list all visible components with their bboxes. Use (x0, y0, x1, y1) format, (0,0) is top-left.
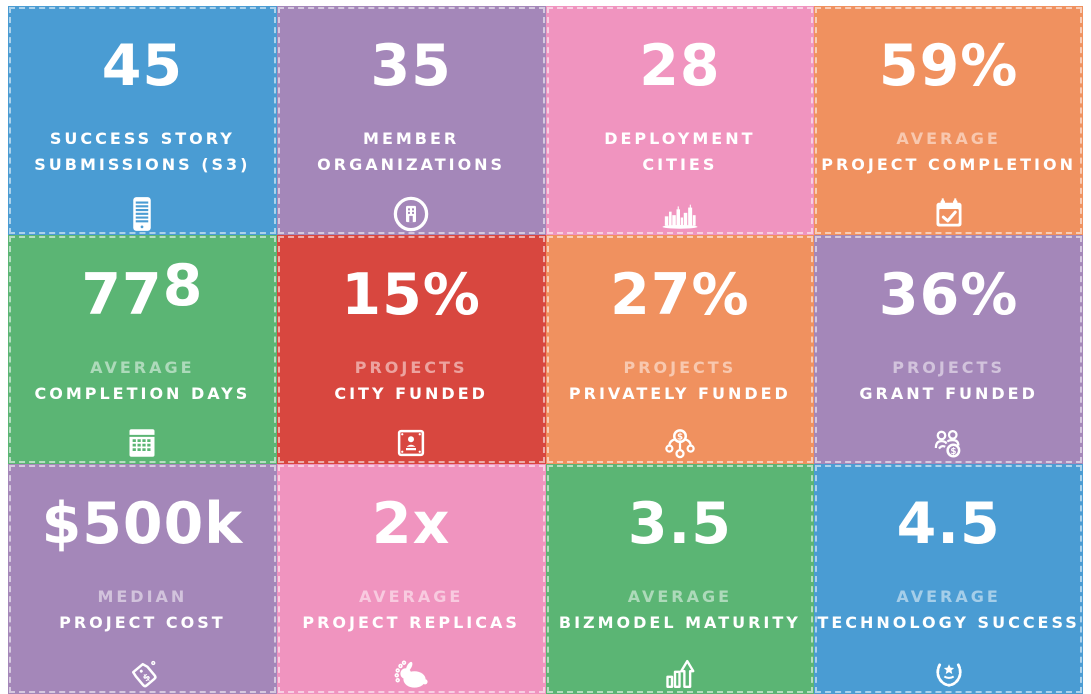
tablet-icon (120, 193, 164, 235)
stat-label: DEPLOYMENT CITIES (604, 126, 755, 177)
stat-label-line1: DEPLOYMENT (604, 129, 756, 148)
stat-label-line1: PROJECTS (354, 358, 468, 378)
stat-label: AVERAGE PROJECT COMPLETION (821, 126, 1076, 177)
svg-text:$: $ (950, 447, 956, 457)
calendar-check-icon (927, 193, 971, 235)
bar-chart-up-icon (658, 652, 702, 694)
stat-tile-average-project-replicas: 2x AVERAGE PROJECT REPLICAS (276, 464, 546, 694)
stat-label: PROJECTS PRIVATELY FUNDED (569, 355, 791, 406)
stat-label-line2: PROJECT COMPLETION (821, 154, 1076, 174)
stat-tile-deployment-cities: 28 DEPLOYMENT CITIES (545, 6, 815, 236)
people-coin-icon: $ (927, 422, 971, 464)
stat-tile-average-technology-success: 4.5 AVERAGE TECHNOLOGY SUCCESS (814, 464, 1083, 694)
stat-label-line2: CITIES (642, 154, 718, 174)
stat-label-line2: PRIVATELY FUNDED (568, 383, 791, 403)
stat-value: 77 8 (81, 252, 204, 328)
stat-value: 2x (371, 490, 451, 557)
stat-tile-success-story-submissions: 45 SUCCESS STORY SUBMISSIONS (S3) (8, 6, 277, 236)
stat-label-line2: BIZMODEL MATURITY (558, 612, 801, 632)
money-network-icon: $ (658, 422, 702, 464)
stat-value: 28 (639, 32, 721, 99)
stat-label-line2: GRANT FUNDED (859, 383, 1038, 403)
stat-label-line1: MEMBER (363, 129, 460, 148)
stat-label-line2: COMPLETION DAYS (34, 383, 251, 403)
stat-label-line2: PROJECT REPLICAS (302, 612, 520, 632)
stat-label: AVERAGE PROJECT REPLICAS (302, 584, 520, 635)
stat-label-line1: PROJECTS (892, 358, 1005, 378)
laurel-star-icon (927, 652, 971, 694)
stat-value: 36% (878, 261, 1019, 328)
stat-value: $500k (41, 490, 244, 557)
stat-value: 27% (610, 261, 750, 328)
stat-value: 15% (341, 261, 481, 328)
stat-tile-average-project-completion: 59% AVERAGE PROJECT COMPLETION (814, 6, 1083, 236)
stat-tile-projects-grant-funded: 36% PROJECTS GRANT FUNDED $ (814, 235, 1083, 465)
stat-value: 45 (101, 32, 184, 99)
stat-label-line1: AVERAGE (358, 587, 464, 607)
stat-tile-average-bizmodel-maturity: 3.5 AVERAGE BIZMODEL MATURITY (545, 464, 815, 694)
stat-value: 35 (370, 32, 452, 99)
stat-label-line1: SUCCESS STORY (49, 129, 235, 148)
stat-label-line2: PROJECT COST (59, 612, 226, 632)
stat-label-line1: AVERAGE (896, 587, 1001, 607)
stat-label-line2: ORGANIZATIONS (317, 154, 506, 174)
stat-label: SUCCESS STORY SUBMISSIONS (S3) (34, 126, 250, 177)
stat-label: MEMBER ORGANIZATIONS (317, 126, 505, 177)
stat-label: PROJECTS CITY FUNDED (334, 355, 488, 406)
stat-tile-projects-city-funded: 15% PROJECTS CITY FUNDED (276, 235, 546, 465)
raised-digit: 8 (162, 252, 204, 319)
stat-label: AVERAGE TECHNOLOGY SUCCESS (817, 584, 1079, 635)
stat-value: 4.5 (896, 490, 1001, 557)
stat-value: 3.5 (627, 490, 732, 557)
stat-label-line2: CITY FUNDED (334, 383, 488, 403)
stat-label: AVERAGE BIZMODEL MATURITY (559, 584, 801, 635)
stats-board: 45 SUCCESS STORY SUBMISSIONS (S3) 35 MEM… (8, 6, 1083, 694)
rabbit-icon (389, 652, 433, 694)
stat-tile-average-completion-days: 77 8 AVERAGE COMPLETION DAYS (8, 235, 277, 465)
stat-label-line1: AVERAGE (90, 358, 195, 378)
stat-tile-member-organizations: 35 MEMBER ORGANIZATIONS (276, 6, 546, 236)
calendar-grid-icon (120, 422, 164, 464)
stat-value: 59% (878, 32, 1019, 99)
price-tag-icon: $ (120, 652, 164, 694)
stat-label-line1: MEDIAN (97, 587, 188, 607)
organization-circle-icon (389, 193, 433, 235)
stat-label-line1: PROJECTS (623, 358, 737, 378)
city-skyline-icon (658, 193, 702, 235)
stat-label-line2: SUBMISSIONS (S3) (34, 154, 251, 174)
stat-label-line1: AVERAGE (627, 587, 733, 607)
stat-tile-projects-privately-funded: 27% PROJECTS PRIVATELY FUNDED $ (545, 235, 815, 465)
svg-text:$: $ (677, 433, 683, 443)
stat-label: AVERAGE COMPLETION DAYS (34, 355, 250, 406)
stat-label: PROJECTS GRANT FUNDED (859, 355, 1038, 406)
stat-tile-median-project-cost: $500k MEDIAN PROJECT COST $ (8, 464, 277, 694)
stat-label-line2: TECHNOLOGY SUCCESS (817, 612, 1080, 632)
stat-label: MEDIAN PROJECT COST (59, 584, 226, 635)
statue-plaque-icon (389, 422, 433, 464)
stat-label-line1: AVERAGE (896, 129, 1001, 148)
